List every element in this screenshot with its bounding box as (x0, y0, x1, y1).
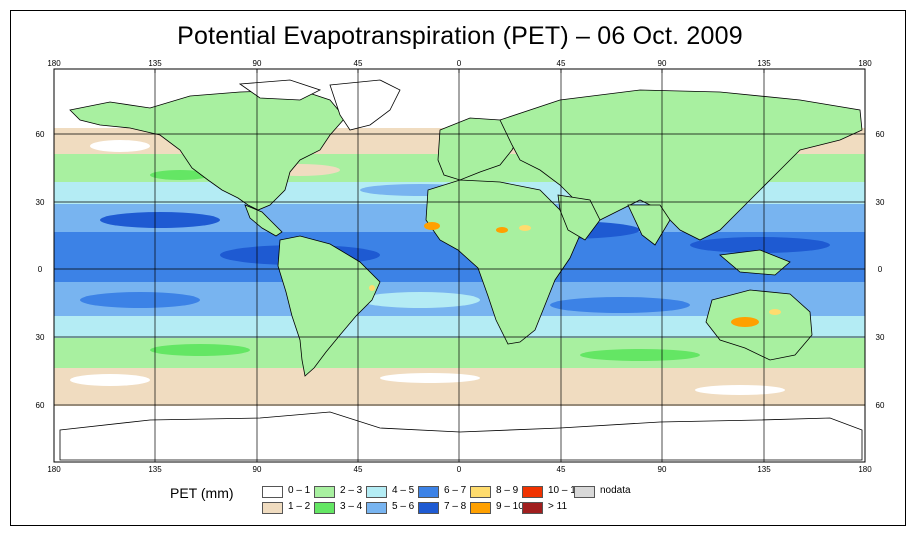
lon-label: 90 (658, 465, 667, 474)
legend-swatch (366, 502, 387, 514)
legend-swatch (262, 486, 283, 498)
lon-label: 180 (858, 465, 872, 474)
patch (70, 374, 150, 386)
lon-label: 180 (47, 465, 61, 474)
europe (437, 117, 521, 181)
india (627, 204, 671, 246)
patch (580, 349, 700, 361)
hot-spot (424, 222, 440, 230)
patch (80, 292, 200, 308)
patch (690, 237, 830, 253)
legend-swatch (522, 502, 543, 514)
legend-label: 4 – 5 (392, 485, 415, 496)
hot-spot (496, 227, 508, 233)
lon-label: 45 (557, 59, 566, 68)
patch (90, 140, 150, 152)
lon-labels-top: 180 135 90 45 0 45 90 135 180 (47, 59, 872, 68)
hot-spot (769, 309, 781, 315)
patch (100, 212, 220, 228)
legend-swatch (262, 502, 283, 514)
map-border (53, 68, 866, 463)
lat-label: 0 (38, 265, 43, 274)
lon-label: 90 (253, 465, 262, 474)
lon-label: 0 (457, 59, 462, 68)
lat-label: 60 (876, 130, 885, 139)
north-america (69, 89, 346, 211)
continents (59, 79, 863, 461)
patch (360, 292, 480, 308)
legend-swatch (470, 486, 491, 498)
lon-label: 45 (354, 465, 363, 474)
greenland (329, 79, 401, 131)
lat-labels-right: 60 30 0 30 60 (876, 130, 885, 410)
legend-swatch (470, 502, 491, 514)
lat-label: 60 (36, 130, 45, 139)
legend-label: 9 – 10 (496, 501, 524, 512)
lon-label: 135 (148, 465, 162, 474)
legend-label: 8 – 9 (496, 485, 519, 496)
legend-swatch (522, 486, 543, 498)
lat-label: 60 (36, 401, 45, 410)
legend-label: 3 – 4 (340, 501, 363, 512)
legend-label: 10 – 11 (548, 485, 581, 496)
hot-spots (369, 222, 781, 327)
lon-label: 135 (757, 59, 771, 68)
africa (425, 179, 581, 345)
antarctica (59, 411, 863, 461)
legend-label: 2 – 3 (340, 485, 363, 496)
legend-swatch (314, 486, 335, 498)
lon-label: 90 (253, 59, 262, 68)
lon-label: 180 (858, 59, 872, 68)
arabia (557, 194, 601, 241)
lat-label: 30 (36, 198, 45, 207)
hot-spot (731, 317, 759, 327)
patch (150, 344, 250, 356)
lat-labels-left: 60 30 0 30 60 (36, 130, 45, 410)
legend-label: 0 – 1 (288, 485, 311, 496)
lon-label: 90 (658, 59, 667, 68)
australia (705, 289, 813, 361)
patch (150, 170, 210, 180)
legend-swatch (314, 502, 335, 514)
graticule (54, 69, 865, 462)
legend-label: > 11 (548, 501, 567, 512)
legend-swatch (418, 502, 439, 514)
tick-marks (53, 69, 866, 73)
lon-label: 135 (757, 465, 771, 474)
patch (550, 297, 690, 313)
legend-label: 7 – 8 (444, 501, 467, 512)
legend-label: 5 – 6 (392, 501, 415, 512)
lon-label: 45 (354, 59, 363, 68)
south-america (277, 235, 381, 377)
figure-frame (10, 10, 906, 526)
lon-label: 180 (47, 59, 61, 68)
lat-label: 30 (36, 333, 45, 342)
lon-label: 135 (148, 59, 162, 68)
patch (695, 385, 785, 395)
hot-spot (519, 225, 531, 231)
legend-title: PET (mm) (170, 485, 234, 501)
hot-spot (369, 285, 375, 291)
lon-label: 0 (457, 465, 462, 474)
map-title: Potential Evapotranspiration (PET) – 06 … (177, 22, 743, 50)
legend-swatch (574, 486, 595, 498)
lat-label: 0 (878, 265, 883, 274)
lat-label: 30 (876, 198, 885, 207)
lon-labels-bottom: 180 135 90 45 0 45 90 135 180 (47, 465, 872, 474)
lon-label: 45 (557, 465, 566, 474)
legend-swatch (418, 486, 439, 498)
lat-label: 60 (876, 401, 885, 410)
legend-label: 1 – 2 (288, 501, 311, 512)
legend-label: 6 – 7 (444, 485, 467, 496)
central-america (244, 204, 283, 237)
legend-swatch (366, 486, 387, 498)
legend-label: nodata (600, 485, 631, 496)
lat-label: 30 (876, 333, 885, 342)
patch (380, 373, 480, 383)
